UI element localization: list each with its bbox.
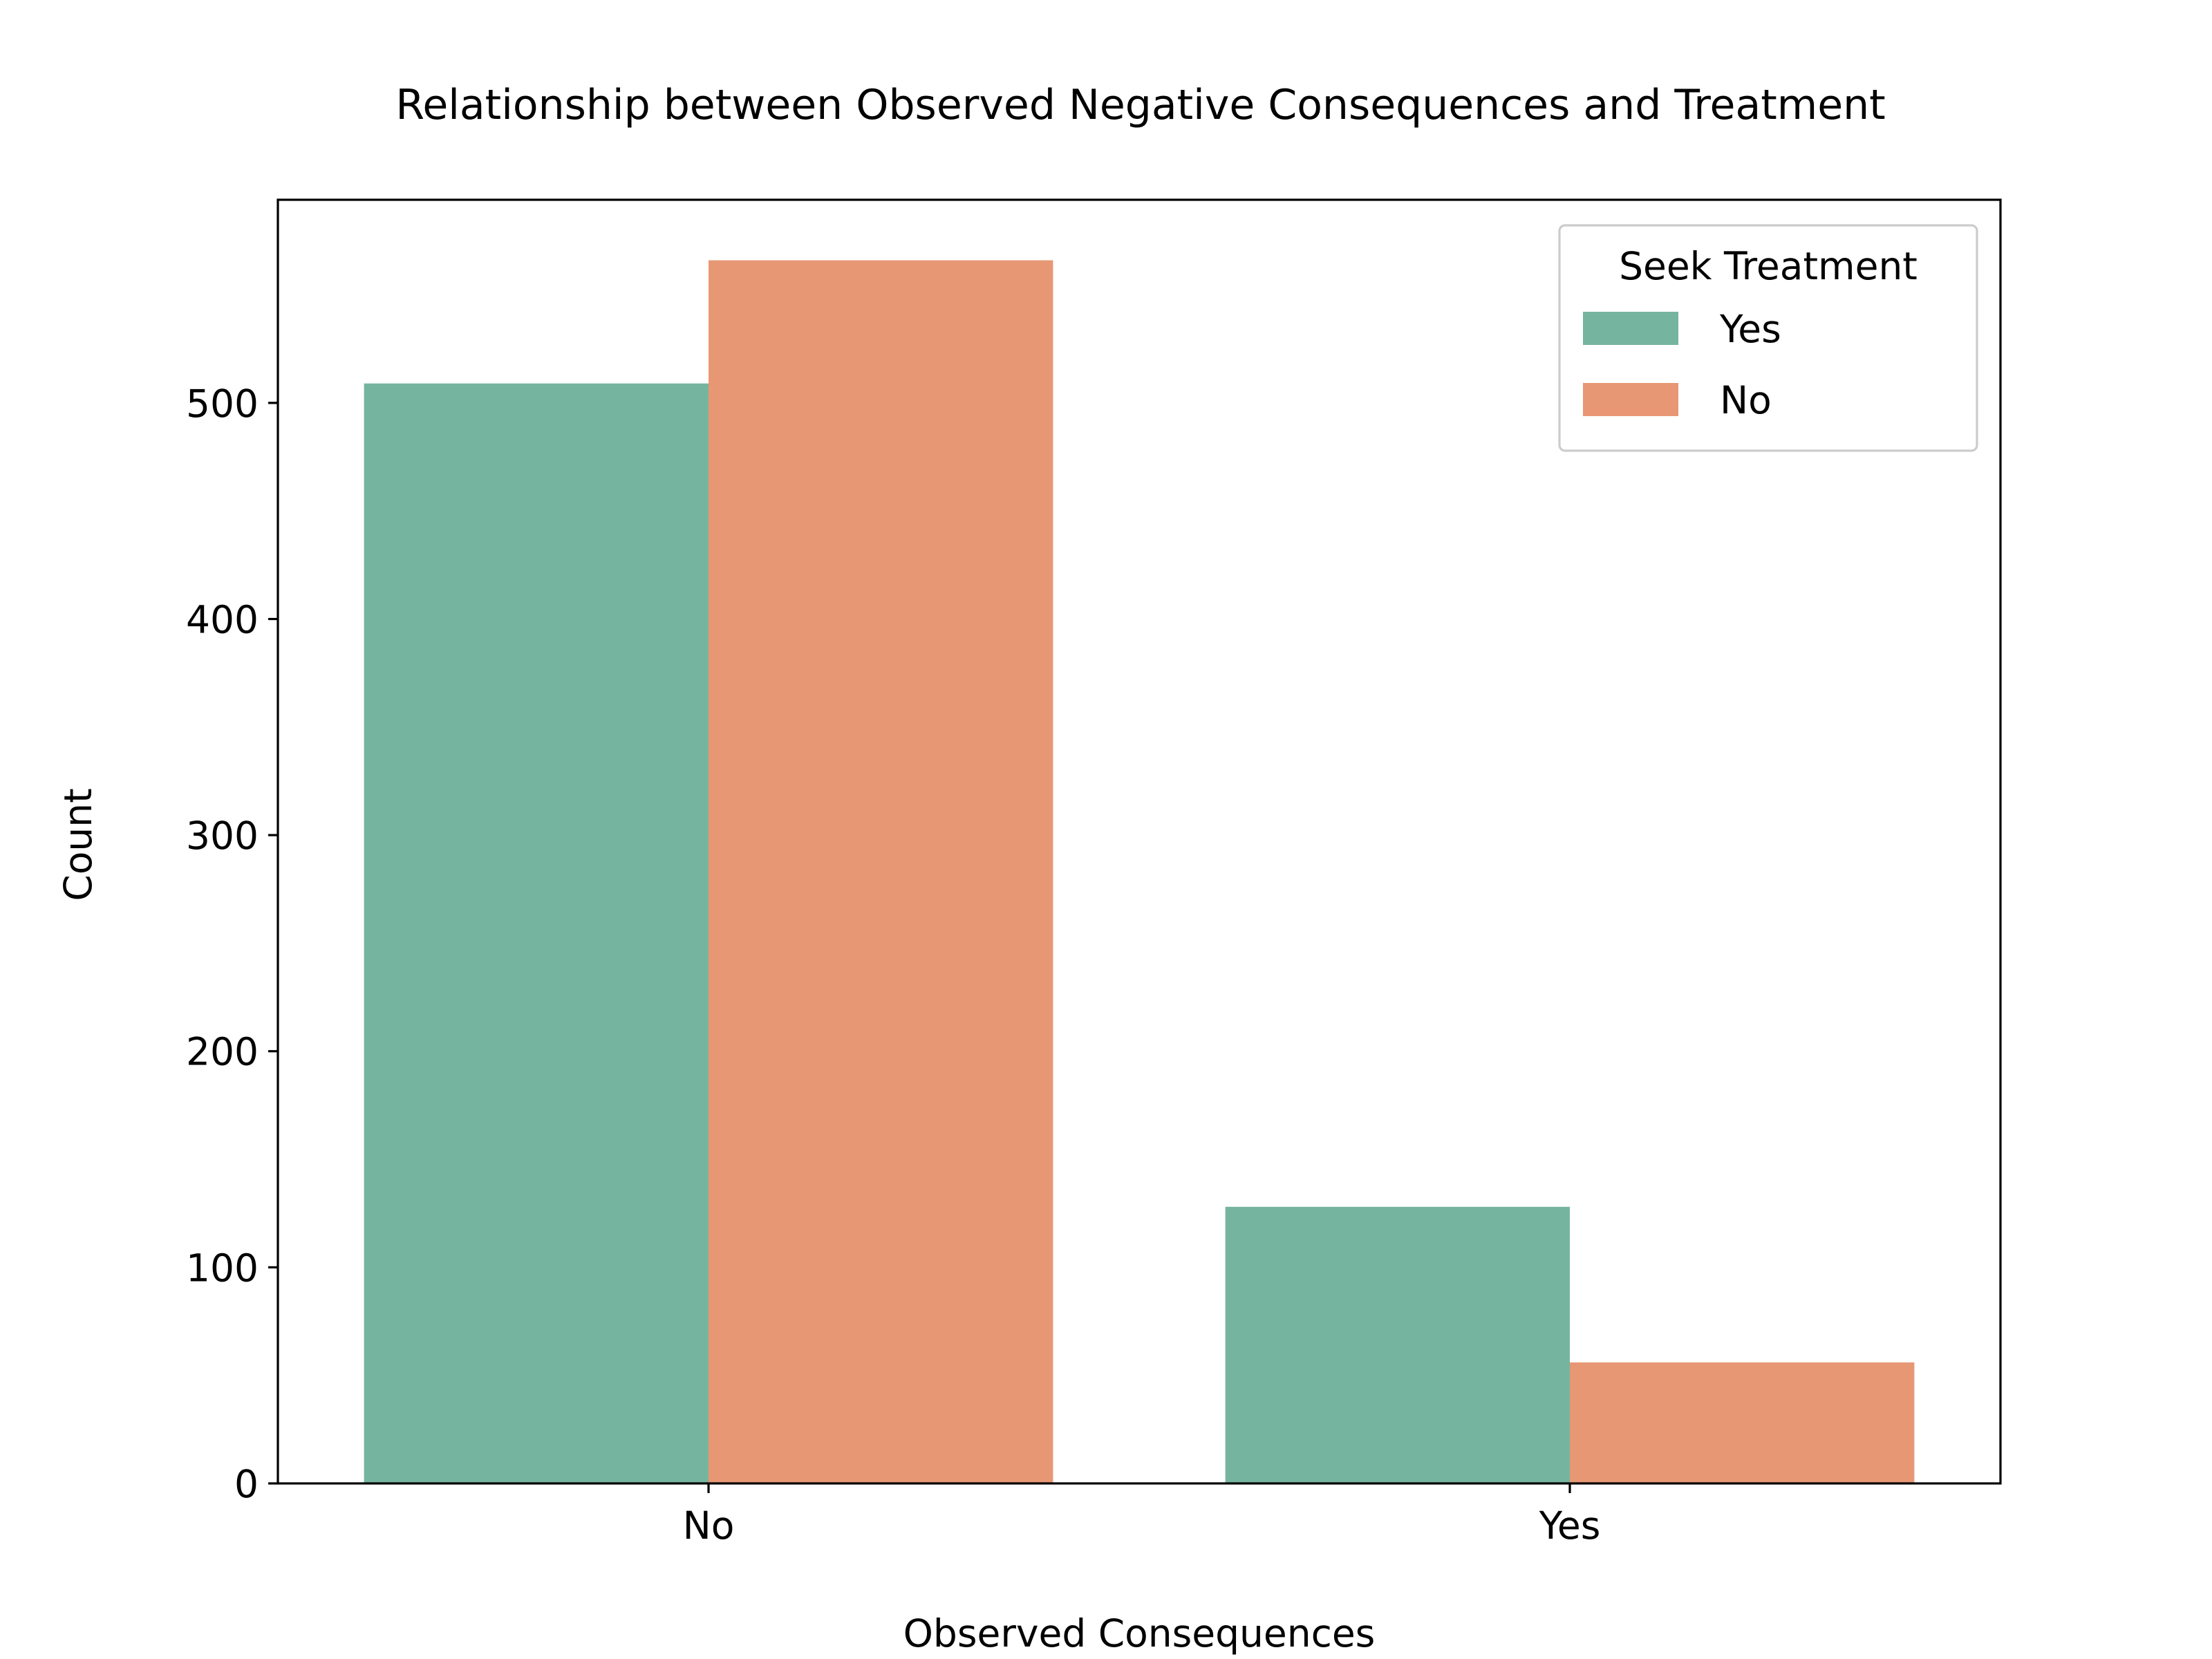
y-tick-label: 500 xyxy=(186,382,259,426)
bar-yes-no xyxy=(1570,1362,1915,1483)
legend-swatch-yes xyxy=(1583,312,1678,345)
legend-label-no: No xyxy=(1720,378,1772,422)
chart-title: Relationship between Observed Negative C… xyxy=(395,81,1885,129)
axes-layer: 0 100 200 300 400 500 No Yes xyxy=(186,198,2002,1548)
legend-label-yes: Yes xyxy=(1719,307,1781,351)
legend: Seek Treatment Yes No xyxy=(1558,224,1978,452)
plot-frame xyxy=(276,198,2002,1485)
x-tick-label: Yes xyxy=(1539,1503,1601,1548)
y-tick-label: 300 xyxy=(186,814,259,858)
bar-no-no xyxy=(709,260,1053,1483)
y-tick-label: 100 xyxy=(186,1246,259,1290)
y-axis-label: Count xyxy=(56,788,100,901)
legend-swatch-no xyxy=(1583,383,1678,416)
bar-yes-yes xyxy=(1225,1206,1570,1483)
y-tick-label: 0 xyxy=(234,1462,259,1506)
y-tick-label: 200 xyxy=(186,1030,259,1074)
x-axis-label: Observed Consequences xyxy=(903,1611,1376,1656)
y-tick-label: 400 xyxy=(186,597,259,641)
legend-title: Seek Treatment xyxy=(1619,244,1918,288)
x-tick-label: No xyxy=(683,1503,735,1548)
bars-layer xyxy=(364,260,1915,1483)
bar-no-yes xyxy=(364,383,709,1483)
